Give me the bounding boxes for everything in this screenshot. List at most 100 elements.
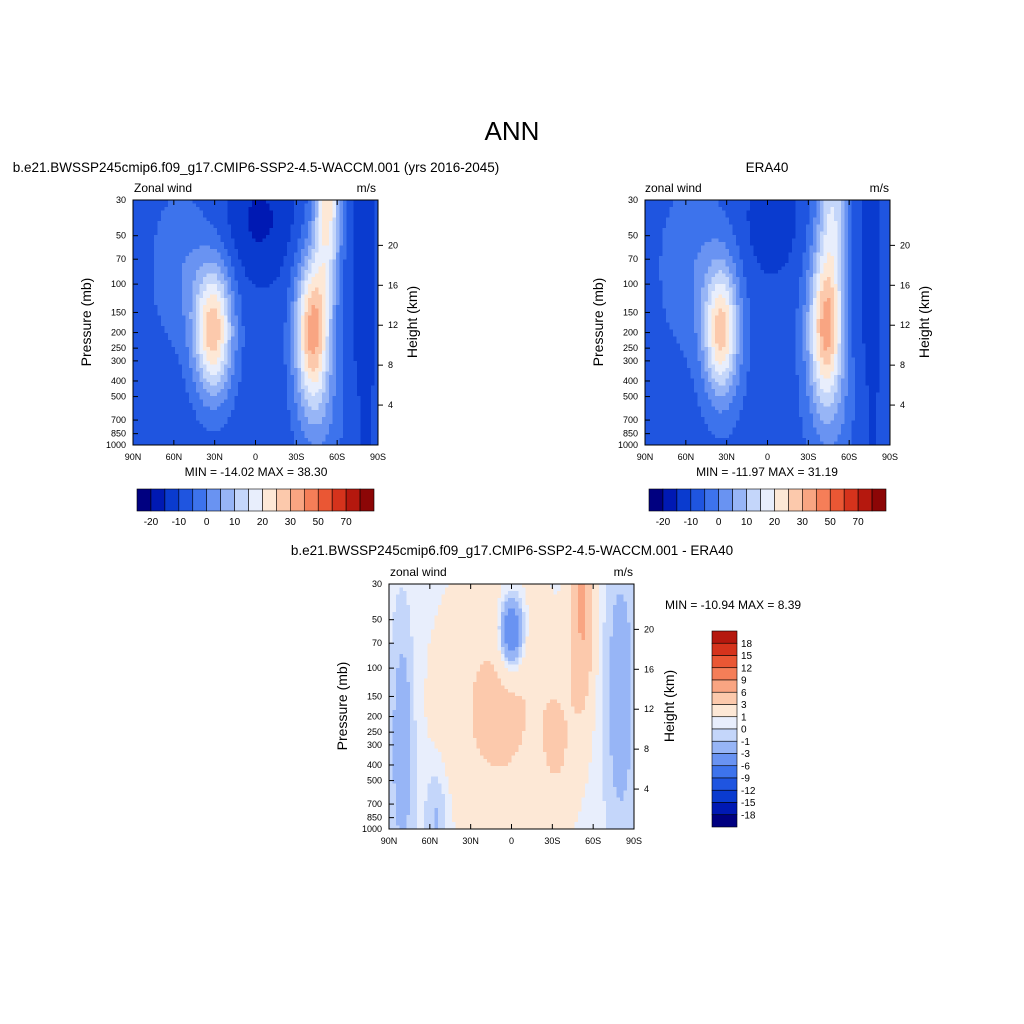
contour-cell: [147, 396, 152, 401]
contour-cell: [374, 284, 378, 289]
contour-cell: [238, 315, 243, 320]
contour-cell: [182, 298, 187, 303]
contour-cell: [304, 249, 309, 254]
contour-cell: [245, 235, 250, 240]
contour-cell: [147, 305, 152, 310]
contour-cell: [357, 207, 362, 212]
contour-cell: [143, 438, 148, 443]
contour-cell: [241, 389, 246, 394]
contour-cell: [192, 420, 197, 425]
contour-cell: [171, 357, 176, 362]
contour-cell: [266, 315, 271, 320]
contour-cell: [364, 438, 369, 443]
contour-cell: [252, 277, 257, 282]
contour-cell: [203, 385, 208, 390]
contour-cell: [227, 336, 232, 341]
panel-obs-left-label: zonal wind: [645, 181, 702, 195]
contour-cell: [315, 203, 320, 208]
contour-cell: [294, 280, 299, 285]
contour-cell: [234, 256, 239, 261]
contour-cell: [192, 291, 197, 296]
contour-cell: [143, 312, 148, 317]
contour-cell: [360, 273, 365, 278]
contour-cell: [294, 245, 299, 250]
contour-cell: [287, 298, 292, 303]
contour-cell: [255, 312, 260, 317]
contour-cell: [140, 305, 145, 310]
contour-cell: [308, 224, 313, 229]
contour-cell: [245, 399, 250, 404]
contour-cell: [133, 361, 138, 366]
contour-cell: [283, 371, 288, 376]
contour-cell: [206, 385, 211, 390]
contour-cell: [210, 333, 215, 338]
contour-cell: [217, 392, 222, 397]
contour-cell: [262, 221, 267, 226]
contour-cell: [178, 291, 183, 296]
contour-cell: [178, 200, 183, 205]
contour-cell: [273, 368, 278, 373]
contour-cell: [280, 277, 285, 282]
contour-cell: [217, 368, 222, 373]
contour-cell: [371, 350, 376, 355]
contour-cell: [140, 322, 145, 327]
contour-cell: [322, 270, 327, 275]
contour-cell: [374, 273, 378, 278]
contour-cell: [273, 322, 278, 327]
contour-cell: [371, 385, 376, 390]
contour-cell: [283, 375, 288, 380]
contour-cell: [332, 413, 337, 418]
contour-cell: [283, 382, 288, 387]
contour-cell: [308, 266, 313, 271]
contour-cell: [308, 210, 313, 215]
contour-cell: [143, 249, 148, 254]
contour-cell: [234, 270, 239, 275]
contour-cell: [276, 431, 281, 436]
contour-cell: [143, 354, 148, 359]
contour-cell: [238, 287, 243, 292]
contour-cell: [332, 214, 337, 219]
contour-cell: [217, 252, 222, 257]
contour-cell: [329, 210, 334, 215]
contour-cell: [161, 340, 166, 345]
contour-cell: [213, 273, 218, 278]
contour-cell: [245, 280, 250, 285]
contour-cell: [178, 326, 183, 331]
contour-cell: [262, 417, 267, 422]
contour-cell: [157, 224, 162, 229]
contour-cell: [227, 238, 232, 243]
contour-cell: [353, 375, 358, 380]
contour-cell: [154, 364, 159, 369]
contour-cell: [297, 280, 302, 285]
contour-cell: [311, 277, 316, 282]
contour-cell: [301, 308, 306, 313]
contour-cell: [266, 210, 271, 215]
contour-cell: [192, 441, 197, 445]
contour-cell: [269, 203, 274, 208]
contour-cell: [168, 287, 173, 292]
contour-cell: [269, 396, 274, 401]
contour-cell: [325, 364, 330, 369]
contour-cell: [185, 224, 190, 229]
contour-cell: [210, 210, 215, 215]
contour-cell: [308, 277, 313, 282]
contour-cell: [192, 417, 197, 422]
contour-cell: [350, 312, 355, 317]
contour-cell: [231, 245, 236, 250]
contour-cell: [304, 287, 309, 292]
contour-cell: [255, 413, 260, 418]
contour-cell: [343, 207, 348, 212]
contour-cell: [343, 357, 348, 362]
contour-cell: [283, 441, 288, 445]
contour-cell: [255, 228, 260, 233]
contour-cell: [367, 347, 372, 352]
contour-cell: [290, 329, 295, 334]
contour-cell: [157, 389, 162, 394]
contour-cell: [350, 207, 355, 212]
contour-cell: [245, 287, 250, 292]
contour-cell: [192, 406, 197, 411]
contour-cell: [269, 266, 274, 271]
contour-cell: [185, 203, 190, 208]
contour-cell: [147, 413, 152, 418]
contour-cell: [154, 413, 159, 418]
